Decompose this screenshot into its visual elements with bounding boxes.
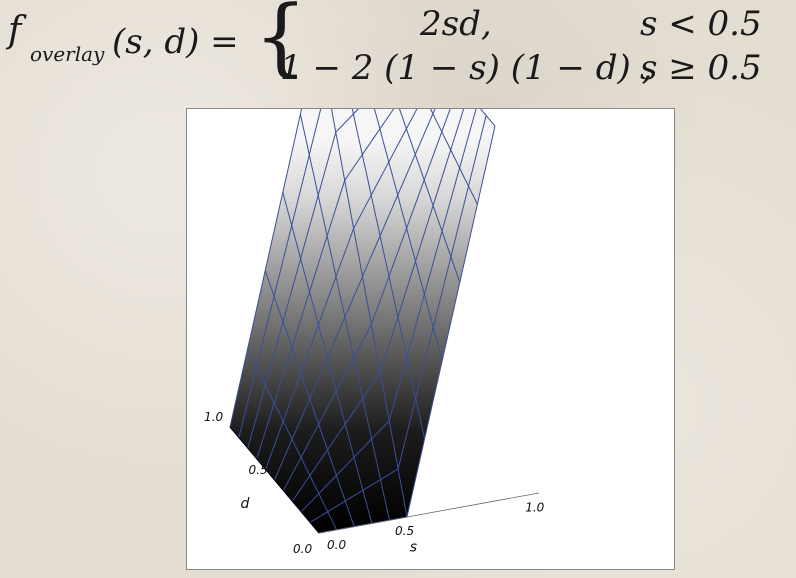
s-axis-label: s [410,539,417,555]
plot-axes: 0.0 0.5 1.0 0.0 0.5 1.0 s d [204,410,545,556]
formula-arguments: (s, d) = [112,22,239,62]
d-tick-label: 0.5 [249,463,268,477]
d-tick-label: 1.0 [204,410,223,424]
s-tick-label: 0.5 [395,524,414,538]
surface-fill [230,20,495,533]
surface-plot-frame: 0.0 0.5 1.0 0.0 0.5 1.0 s d [186,19,675,570]
formula-brace: { [254,0,308,85]
grid-line-d [265,62,443,470]
case2-condition: s ≥ 0.5 [640,48,762,88]
s-axis-line [318,492,540,534]
case2-expression: 1 − 2 (1 − s) (1 − d) , [280,48,653,88]
d-axis-label: d [241,496,250,512]
s-tick-label: 0.0 [327,538,346,552]
surface-mesh [229,19,496,534]
d-tick-label: 0.0 [293,542,312,556]
formula-function-name: f [8,10,22,51]
s-tick-label: 1.0 [525,500,544,514]
d-axis-line [229,426,320,534]
surface-plot: 0.0 0.5 1.0 0.0 0.5 1.0 s d [204,19,545,556]
case1-expression: 2sd, [420,4,492,44]
grid-line-d [274,72,451,481]
formula-function-subscript: overlay [30,42,105,66]
case1-condition: s < 0.5 [640,4,762,44]
overlay-formula: f overlay (s, d) = { 2sd, s < 0.5 1 − 2 … [0,0,796,100]
